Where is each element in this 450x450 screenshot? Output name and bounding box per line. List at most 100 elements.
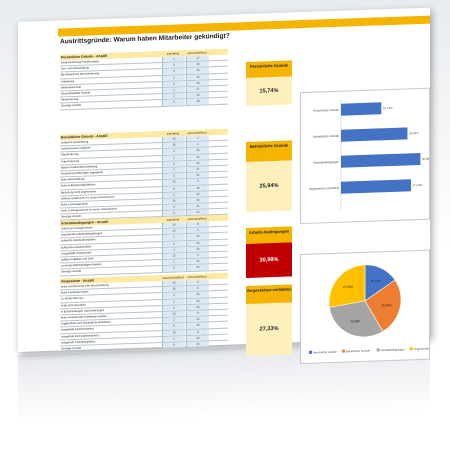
count-nicht-zutreffend: 16 [186,80,209,87]
count-zutreffend: 15 [162,253,185,260]
count-nicht-zutreffend: 22 [186,160,209,167]
count-nicht-zutreffend: 22 [186,258,209,265]
pie-slice [364,279,402,332]
bar-chart-panel: Persönliche Gründe 15,74% Betriebliche Grü… [300,87,432,225]
count-nicht-zutreffend: 14 [186,197,209,204]
bar-category-label: Vorgesetzten-verhältnis [309,186,340,191]
count-nicht-zutreffend: 9 [186,252,209,259]
row-label: Pensionierung [61,98,79,102]
bar-value-label: 15,74% [383,106,393,110]
row-label: Sonstige Gründe [61,215,82,219]
legend-swatch [409,347,413,351]
row-label: zu wenig informiert [61,297,84,301]
count-nicht-zutreffend: 20 [186,304,209,311]
row-label: keine Feedbackrunden [61,290,89,295]
category-percentage: 27,33% [246,302,292,357]
pie-slice [329,300,384,338]
count-nicht-zutreffend: 14 [186,73,209,80]
count-zutreffend: 2 [162,62,185,69]
row-label: unpassende Arbeitszeitregelungen [61,232,103,237]
count-nicht-zutreffend: 17 [186,166,209,173]
bar-category-label: Persönliche Gründe [313,108,339,113]
count-nicht-zutreffend: 21 [186,172,209,179]
row-label: zu wenig selbstständiges Arbeiten [61,263,102,268]
count-zutreffend: 4 [162,240,185,247]
count-zutreffend: 6 [162,68,185,75]
bar-category-label: Arbeitsbedingungen [313,160,339,165]
bar-category-label: Betriebliche Gründe [313,134,339,139]
row-label: mangelnde Fachkompetenz [61,327,95,332]
count-nicht-zutreffend: 17 [186,86,209,93]
pie-value-label: 27,33% [343,285,354,289]
count-zutreffend: 3 [162,204,185,211]
count-nicht-zutreffend: 9 [186,178,209,185]
count-nicht-zutreffend: 18 [186,98,209,105]
row-label: Arbeitsweg [61,79,75,84]
pie-chart-panel: 15,74% 25,94% 30,98% 27,33% Persönliche Grün… [300,249,442,365]
count-nicht-zutreffend: 17 [186,55,209,62]
bar-value-label: 25,94% [409,131,419,135]
bar [341,179,412,194]
legend-label: Persönliche Gründe [313,350,337,355]
count-nicht-zutreffend: 5 [186,227,209,234]
count-nicht-zutreffend: 22 [186,316,209,323]
row-label: keine Leistungsprämie [61,202,88,207]
pie-chart: 15,74% 25,94% 30,98% 27,33% Persönliche Grün… [309,264,442,355]
title-accent-bar [58,15,430,37]
count-zutreffend: 3 [162,173,185,180]
count-zutreffend: 4 [162,304,185,311]
category-label: Betriebliche Gründe [246,140,292,163]
count-zutreffend: 0 [162,265,185,272]
count-nicht-zutreffend: 22 [186,233,209,240]
pie-value-label: 30,98% [350,319,361,323]
row-label: schlechtes Arbeitsumfeld [61,245,91,250]
count-nicht-zutreffend: 9 [186,310,209,317]
count-nicht-zutreffend: 5 [186,328,209,335]
count-nicht-zutreffend: 5 [186,221,209,228]
count-zutreffend: 0 [162,342,185,349]
row-label: Sonstige Gründe [61,104,82,108]
count-zutreffend: 1 [162,93,185,100]
count-zutreffend: 19 [162,228,185,235]
bar [341,152,421,168]
row-label: Kindererziehung/ Familienarbeit [61,60,99,65]
row-label: Überforderung [61,153,79,157]
count-nicht-zutreffend: 16 [186,61,209,68]
count-nicht-zutreffend: 22 [186,291,209,298]
bar [341,127,408,142]
row-label: schlechte Arbeitsatmosphäre [61,238,96,243]
count-zutreffend: 19 [162,286,185,293]
row-label: Kompetenzeröffnungen angewandt [61,170,103,176]
category-percentage: 25,94% [246,160,292,213]
count-zutreffend: 4 [162,74,185,81]
count-zutreffend: 19 [162,329,185,336]
count-zutreffend: 1 [162,87,185,94]
count-zutreffend: 19 [162,222,185,229]
spreadsheet-sheet: Austrittsgründe: Warum haben Mitarbeiter… [18,7,442,365]
legend-label: Arbeitsbedingungen [381,347,405,352]
row-label: Arbeitszeit unangemessen [61,226,93,231]
count-nicht-zutreffend: 16 [186,322,209,329]
count-nicht-zutreffend: 22 [186,191,209,198]
bar [341,102,382,116]
count-nicht-zutreffend: 5 [186,279,209,286]
legend-label: Vorgesetzten-verhältnis [414,346,429,351]
bar-value-label: 27,33% [413,183,423,187]
count-zutreffend: 2 [162,259,185,266]
row-label: keine motivierende Arbeitsatmosphäre [61,314,107,320]
row-label: in Entscheidungen nicht einbezogen [61,308,105,314]
count-zutreffend: 2 [162,160,185,167]
legend-swatch [309,350,312,354]
section-table: Arbeitsbedingungen - Anzahl zutreffend nic… [60,214,228,277]
category-label: Persönliche Gründe [246,60,292,79]
row-label: Ungleichheit, kein Rückhalt für Mitarbei… [61,320,111,326]
count-zutreffend: 10 [162,198,185,205]
count-zutreffend: 4 [162,246,185,253]
count-nicht-zutreffend: 1 [186,141,209,148]
count-nicht-zutreffend: 24 [186,264,209,271]
count-zutreffend: 19 [162,280,185,287]
count-zutreffend: 1 [162,154,185,161]
row-label: höheres Einkommen im neuen Unternehmen [61,195,115,201]
row-label: mangelnde Sozialkompetenz [61,339,96,345]
count-nicht-zutreffend: 15 [186,92,209,99]
